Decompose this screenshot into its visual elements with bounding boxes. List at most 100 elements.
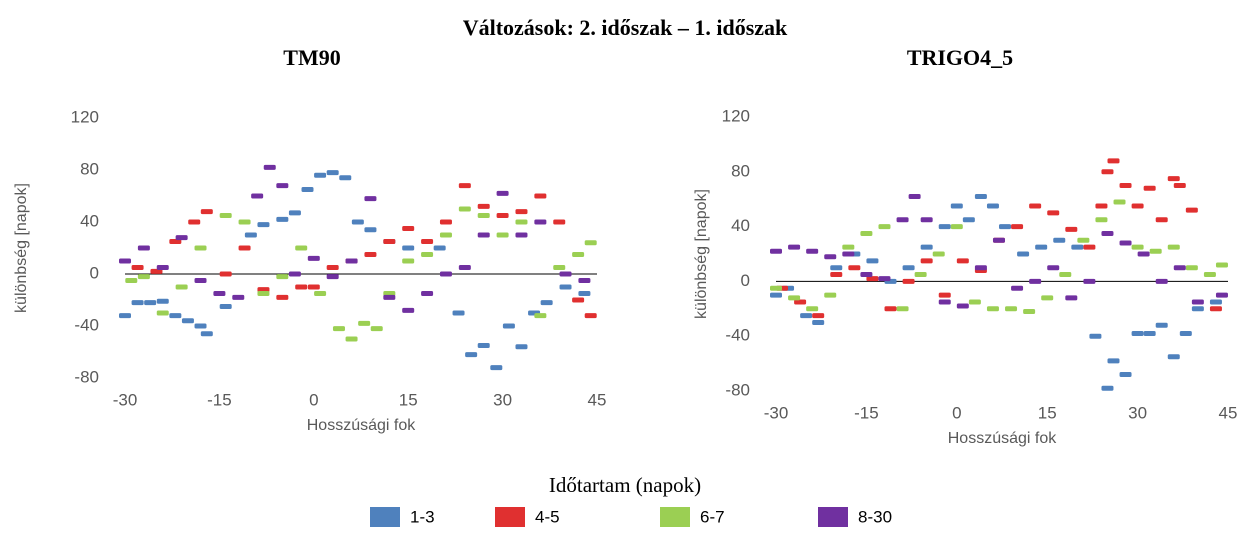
point bbox=[402, 226, 415, 231]
point bbox=[439, 219, 452, 225]
legend-swatch bbox=[370, 507, 400, 527]
point bbox=[1191, 306, 1204, 312]
point bbox=[1185, 265, 1198, 271]
point bbox=[244, 232, 257, 238]
point bbox=[902, 265, 915, 271]
point bbox=[1011, 285, 1024, 291]
x-tick-label: 45 bbox=[1219, 403, 1238, 422]
point bbox=[534, 313, 547, 319]
point bbox=[974, 193, 987, 199]
point bbox=[1167, 244, 1180, 250]
point bbox=[1077, 237, 1090, 243]
point bbox=[1083, 278, 1096, 284]
point bbox=[370, 326, 383, 332]
point bbox=[188, 219, 201, 225]
point bbox=[553, 265, 566, 270]
point bbox=[433, 245, 446, 251]
x-tick-label: -15 bbox=[854, 403, 879, 422]
y-axis-label: különbség [napok] bbox=[13, 183, 30, 313]
x-axis-label: Hosszúsági fok bbox=[307, 417, 416, 434]
point bbox=[1215, 262, 1228, 268]
point bbox=[452, 310, 465, 316]
point bbox=[276, 216, 289, 222]
legend-label: 4-5 bbox=[535, 507, 560, 526]
point bbox=[458, 183, 471, 189]
point bbox=[439, 271, 452, 277]
point bbox=[1131, 244, 1144, 250]
point bbox=[884, 306, 897, 312]
point bbox=[345, 258, 358, 264]
point bbox=[1191, 299, 1204, 305]
point bbox=[1059, 272, 1072, 278]
point bbox=[584, 240, 597, 246]
point bbox=[131, 265, 144, 270]
point bbox=[144, 300, 157, 306]
point bbox=[578, 291, 591, 296]
point bbox=[974, 265, 987, 271]
point bbox=[878, 224, 891, 230]
point bbox=[770, 285, 782, 291]
point bbox=[131, 300, 144, 306]
point bbox=[251, 193, 264, 199]
point bbox=[920, 217, 933, 223]
x-tick-label: 15 bbox=[399, 390, 418, 409]
point bbox=[806, 306, 819, 312]
point bbox=[421, 291, 434, 296]
point bbox=[383, 291, 396, 296]
point bbox=[812, 313, 825, 319]
y-tick-label: 40 bbox=[80, 211, 99, 230]
point bbox=[902, 278, 915, 284]
point bbox=[824, 254, 837, 260]
point bbox=[1089, 333, 1102, 339]
y-tick-label: 0 bbox=[90, 263, 99, 282]
point bbox=[181, 318, 194, 324]
point bbox=[194, 278, 207, 283]
point bbox=[896, 306, 909, 312]
point bbox=[1209, 299, 1222, 305]
y-tick-label: -80 bbox=[725, 380, 750, 399]
point bbox=[496, 232, 509, 238]
point bbox=[842, 251, 855, 257]
point bbox=[364, 252, 377, 257]
point bbox=[848, 265, 861, 271]
point bbox=[515, 219, 528, 225]
point bbox=[364, 227, 377, 233]
point bbox=[1203, 272, 1216, 278]
point bbox=[788, 295, 801, 301]
point bbox=[770, 248, 782, 254]
x-tick-label: -30 bbox=[113, 390, 138, 409]
point bbox=[866, 276, 879, 282]
point bbox=[1065, 226, 1078, 232]
point bbox=[572, 252, 585, 257]
point bbox=[938, 299, 951, 305]
x-tick-label: -30 bbox=[764, 403, 789, 422]
point bbox=[276, 294, 289, 300]
point bbox=[1095, 217, 1108, 223]
point bbox=[213, 291, 226, 296]
point bbox=[490, 365, 503, 371]
point bbox=[465, 352, 478, 358]
point bbox=[276, 274, 289, 280]
point bbox=[314, 291, 327, 296]
point bbox=[578, 278, 591, 283]
main-title: Változások: 2. időszak – 1. időszak bbox=[463, 15, 788, 40]
point bbox=[1179, 330, 1192, 336]
point bbox=[326, 265, 339, 270]
point bbox=[1029, 203, 1042, 209]
point bbox=[402, 245, 415, 251]
point bbox=[956, 303, 969, 309]
point bbox=[866, 258, 879, 264]
y-tick-label: 0 bbox=[741, 271, 750, 290]
point bbox=[515, 209, 528, 215]
point bbox=[534, 219, 547, 225]
point bbox=[1095, 203, 1108, 209]
point bbox=[986, 203, 999, 209]
point bbox=[553, 219, 566, 225]
point bbox=[1155, 217, 1168, 223]
legend-label: 6-7 bbox=[700, 507, 725, 526]
point bbox=[1029, 278, 1042, 284]
point bbox=[986, 306, 999, 312]
y-tick-label: 80 bbox=[731, 161, 750, 180]
point bbox=[1131, 203, 1144, 209]
point bbox=[1143, 185, 1156, 191]
